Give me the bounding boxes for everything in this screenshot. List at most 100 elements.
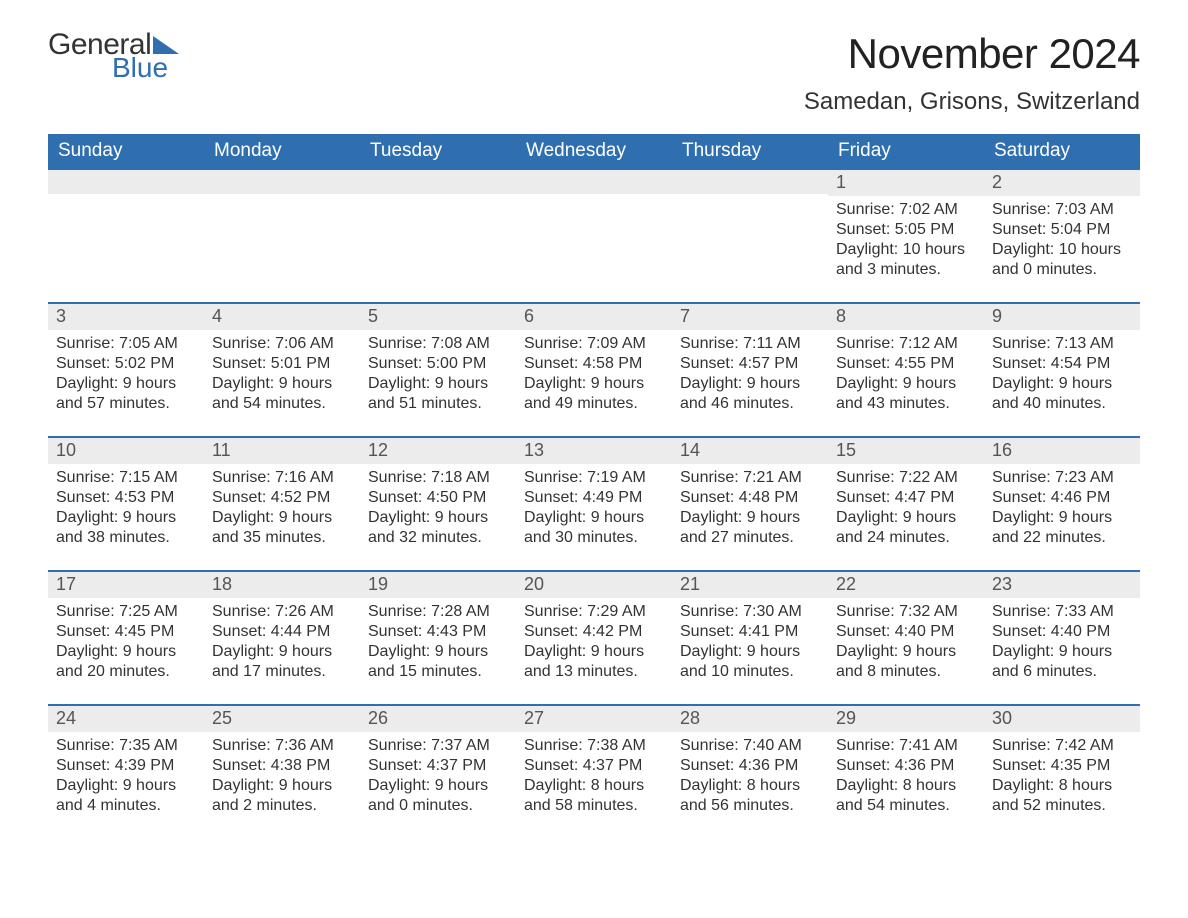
week-row: 1Sunrise: 7:02 AMSunset: 5:05 PMDaylight… xyxy=(48,169,1140,303)
sunset-line: Sunset: 5:01 PM xyxy=(212,354,352,374)
daylight-line: Daylight: 9 hours xyxy=(212,642,352,662)
sunrise-line: Sunrise: 7:38 AM xyxy=(524,736,664,756)
day-cell: 16Sunrise: 7:23 AMSunset: 4:46 PMDayligh… xyxy=(984,437,1140,571)
daylight-line: and 30 minutes. xyxy=(524,528,664,548)
day-cell: 12Sunrise: 7:18 AMSunset: 4:50 PMDayligh… xyxy=(360,437,516,571)
day-cell: 21Sunrise: 7:30 AMSunset: 4:41 PMDayligh… xyxy=(672,571,828,705)
day-cell: 15Sunrise: 7:22 AMSunset: 4:47 PMDayligh… xyxy=(828,437,984,571)
sunrise-line: Sunrise: 7:03 AM xyxy=(992,200,1132,220)
daylight-line: Daylight: 8 hours xyxy=(992,776,1132,796)
day-cell: 30Sunrise: 7:42 AMSunset: 4:35 PMDayligh… xyxy=(984,705,1140,839)
sunset-line: Sunset: 4:52 PM xyxy=(212,488,352,508)
day-cell: 11Sunrise: 7:16 AMSunset: 4:52 PMDayligh… xyxy=(204,437,360,571)
day-cell: 24Sunrise: 7:35 AMSunset: 4:39 PMDayligh… xyxy=(48,705,204,839)
sunrise-line: Sunrise: 7:09 AM xyxy=(524,334,664,354)
day-number-bar: 20 xyxy=(516,572,672,598)
day-number-bar: 10 xyxy=(48,438,204,464)
day-cell: 3Sunrise: 7:05 AMSunset: 5:02 PMDaylight… xyxy=(48,303,204,437)
day-cell: 10Sunrise: 7:15 AMSunset: 4:53 PMDayligh… xyxy=(48,437,204,571)
day-body: Sunrise: 7:30 AMSunset: 4:41 PMDaylight:… xyxy=(672,598,828,690)
day-body: Sunrise: 7:19 AMSunset: 4:49 PMDaylight:… xyxy=(516,464,672,556)
week-row: 17Sunrise: 7:25 AMSunset: 4:45 PMDayligh… xyxy=(48,571,1140,705)
day-number-bar: 19 xyxy=(360,572,516,598)
day-cell: 13Sunrise: 7:19 AMSunset: 4:49 PMDayligh… xyxy=(516,437,672,571)
day-body: Sunrise: 7:25 AMSunset: 4:45 PMDaylight:… xyxy=(48,598,204,690)
daylight-line: Daylight: 8 hours xyxy=(524,776,664,796)
sunset-line: Sunset: 4:50 PM xyxy=(368,488,508,508)
sunset-line: Sunset: 4:42 PM xyxy=(524,622,664,642)
daylight-line: Daylight: 9 hours xyxy=(212,508,352,528)
daylight-line: Daylight: 9 hours xyxy=(56,642,196,662)
daylight-line: and 52 minutes. xyxy=(992,796,1132,816)
week-row: 24Sunrise: 7:35 AMSunset: 4:39 PMDayligh… xyxy=(48,705,1140,839)
day-number-bar: 5 xyxy=(360,304,516,330)
day-number-bar: 23 xyxy=(984,572,1140,598)
day-number-bar: 17 xyxy=(48,572,204,598)
sunset-line: Sunset: 4:44 PM xyxy=(212,622,352,642)
day-number-bar: 7 xyxy=(672,304,828,330)
daylight-line: Daylight: 9 hours xyxy=(992,374,1132,394)
sunset-line: Sunset: 4:57 PM xyxy=(680,354,820,374)
daylight-line: and 0 minutes. xyxy=(368,796,508,816)
day-body: Sunrise: 7:18 AMSunset: 4:50 PMDaylight:… xyxy=(360,464,516,556)
sunrise-line: Sunrise: 7:37 AM xyxy=(368,736,508,756)
daylight-line: Daylight: 9 hours xyxy=(992,642,1132,662)
location-subtitle: Samedan, Grisons, Switzerland xyxy=(804,88,1140,116)
sunrise-line: Sunrise: 7:30 AM xyxy=(680,602,820,622)
day-number-bar: 24 xyxy=(48,706,204,732)
daylight-line: and 22 minutes. xyxy=(992,528,1132,548)
day-cell: 2Sunrise: 7:03 AMSunset: 5:04 PMDaylight… xyxy=(984,169,1140,303)
daylight-line: and 32 minutes. xyxy=(368,528,508,548)
day-number-bar: 21 xyxy=(672,572,828,598)
sunset-line: Sunset: 5:05 PM xyxy=(836,220,976,240)
day-number-bar: 6 xyxy=(516,304,672,330)
sunset-line: Sunset: 4:54 PM xyxy=(992,354,1132,374)
day-cell: 26Sunrise: 7:37 AMSunset: 4:37 PMDayligh… xyxy=(360,705,516,839)
sunrise-line: Sunrise: 7:22 AM xyxy=(836,468,976,488)
daylight-line: and 24 minutes. xyxy=(836,528,976,548)
sunset-line: Sunset: 4:37 PM xyxy=(368,756,508,776)
day-number-bar: 18 xyxy=(204,572,360,598)
day-body: Sunrise: 7:12 AMSunset: 4:55 PMDaylight:… xyxy=(828,330,984,422)
daylight-line: Daylight: 9 hours xyxy=(524,642,664,662)
day-cell xyxy=(48,169,204,303)
daylight-line: Daylight: 9 hours xyxy=(368,642,508,662)
sunset-line: Sunset: 4:48 PM xyxy=(680,488,820,508)
day-body: Sunrise: 7:02 AMSunset: 5:05 PMDaylight:… xyxy=(828,196,984,288)
sunset-line: Sunset: 4:53 PM xyxy=(56,488,196,508)
daylight-line: Daylight: 9 hours xyxy=(212,374,352,394)
sunset-line: Sunset: 4:45 PM xyxy=(56,622,196,642)
daylight-line: Daylight: 9 hours xyxy=(680,374,820,394)
sunrise-line: Sunrise: 7:19 AM xyxy=(524,468,664,488)
daylight-line: and 40 minutes. xyxy=(992,394,1132,414)
day-number-bar: 2 xyxy=(984,170,1140,196)
daylight-line: Daylight: 9 hours xyxy=(836,508,976,528)
week-row: 3Sunrise: 7:05 AMSunset: 5:02 PMDaylight… xyxy=(48,303,1140,437)
day-body: Sunrise: 7:05 AMSunset: 5:02 PMDaylight:… xyxy=(48,330,204,422)
sunset-line: Sunset: 4:58 PM xyxy=(524,354,664,374)
daylight-line: and 15 minutes. xyxy=(368,662,508,682)
day-body: Sunrise: 7:03 AMSunset: 5:04 PMDaylight:… xyxy=(984,196,1140,288)
daylight-line: Daylight: 9 hours xyxy=(836,642,976,662)
header: General Blue November 2024 Samedan, Gris… xyxy=(48,30,1140,126)
daylight-line: Daylight: 9 hours xyxy=(212,776,352,796)
day-cell: 8Sunrise: 7:12 AMSunset: 4:55 PMDaylight… xyxy=(828,303,984,437)
daylight-line: and 58 minutes. xyxy=(524,796,664,816)
day-body: Sunrise: 7:22 AMSunset: 4:47 PMDaylight:… xyxy=(828,464,984,556)
sunset-line: Sunset: 4:46 PM xyxy=(992,488,1132,508)
sunset-line: Sunset: 4:35 PM xyxy=(992,756,1132,776)
title-block: November 2024 Samedan, Grisons, Switzerl… xyxy=(804,30,1140,126)
daylight-line: Daylight: 8 hours xyxy=(836,776,976,796)
weekday-header: Tuesday xyxy=(360,134,516,169)
daylight-line: Daylight: 10 hours xyxy=(836,240,976,260)
daylight-line: Daylight: 10 hours xyxy=(992,240,1132,260)
sunrise-line: Sunrise: 7:13 AM xyxy=(992,334,1132,354)
sunrise-line: Sunrise: 7:02 AM xyxy=(836,200,976,220)
weekday-header: Friday xyxy=(828,134,984,169)
daylight-line: Daylight: 8 hours xyxy=(680,776,820,796)
sunrise-line: Sunrise: 7:28 AM xyxy=(368,602,508,622)
daylight-line: Daylight: 9 hours xyxy=(992,508,1132,528)
day-cell: 5Sunrise: 7:08 AMSunset: 5:00 PMDaylight… xyxy=(360,303,516,437)
day-number-bar xyxy=(48,170,204,194)
sunrise-line: Sunrise: 7:05 AM xyxy=(56,334,196,354)
